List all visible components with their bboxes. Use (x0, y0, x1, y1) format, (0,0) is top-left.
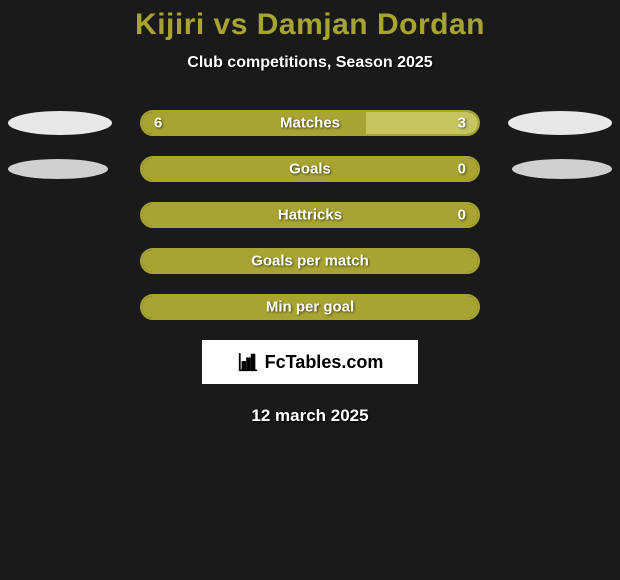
stat-rows: Matches63Goals0Hattricks0Goals per match… (0, 110, 620, 320)
bar-track: Hattricks0 (140, 202, 480, 228)
value-right: 0 (458, 161, 466, 178)
bar-track: Goals0 (140, 156, 480, 182)
value-left: 6 (154, 115, 162, 132)
comparison-infographic: Kijiri vs Damjan Dordan Club competition… (0, 0, 620, 426)
stat-row: Matches6 3 (0, 110, 620, 136)
value-right: 0 (458, 207, 466, 224)
bar-track: Matches6 3 (140, 110, 480, 136)
stat-row: Hattricks0 (0, 202, 620, 228)
logo-text: FcTables.com (265, 352, 384, 373)
bar-track: Goals per match (140, 248, 480, 274)
subtitle: Club competitions, Season 2025 (0, 54, 620, 72)
bar-track: Min per goal (140, 294, 480, 320)
bars-chart-icon (237, 351, 259, 373)
value-right: 3 (458, 115, 466, 132)
logo-box: FcTables.com (202, 340, 418, 384)
stat-row: Goals0 (0, 156, 620, 182)
bar-label: Min per goal (142, 299, 478, 316)
page-title: Kijiri vs Damjan Dordan (0, 8, 620, 42)
player-right-oval (508, 111, 612, 135)
player-left-oval (8, 111, 112, 135)
date-text: 12 march 2025 (0, 406, 620, 426)
player-right-oval (512, 159, 612, 179)
player-left-oval (8, 159, 108, 179)
bar-label: Hattricks (142, 207, 478, 224)
bar-label: Goals (142, 161, 478, 178)
stat-row: Goals per match (0, 248, 620, 274)
bar-label: Goals per match (142, 253, 478, 270)
stat-row: Min per goal (0, 294, 620, 320)
bar-label: Matches (142, 115, 478, 132)
